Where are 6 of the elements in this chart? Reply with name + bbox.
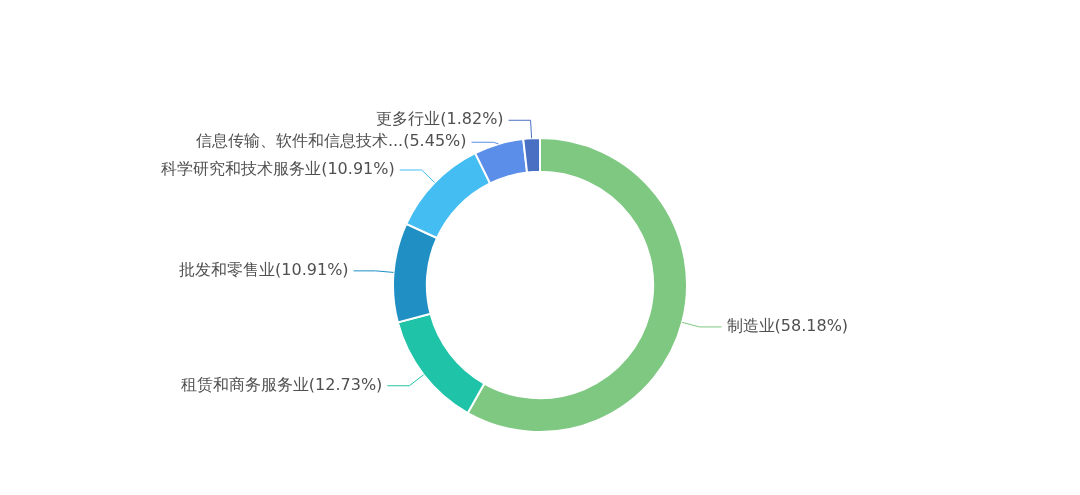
slice-label: 制造业(58.18%) xyxy=(726,316,849,336)
slice-label: 科学研究和技术服务业(10.91%) xyxy=(161,159,395,179)
slice-label: 更多行业(1.82%) xyxy=(376,109,504,129)
slice-label: 租赁和商务服务业(12.73%) xyxy=(180,374,383,394)
slice-label: 批发和零售业(10.91%) xyxy=(179,260,349,280)
slice-label: 信息传输、软件和信息技术...(5.45%) xyxy=(195,131,467,151)
